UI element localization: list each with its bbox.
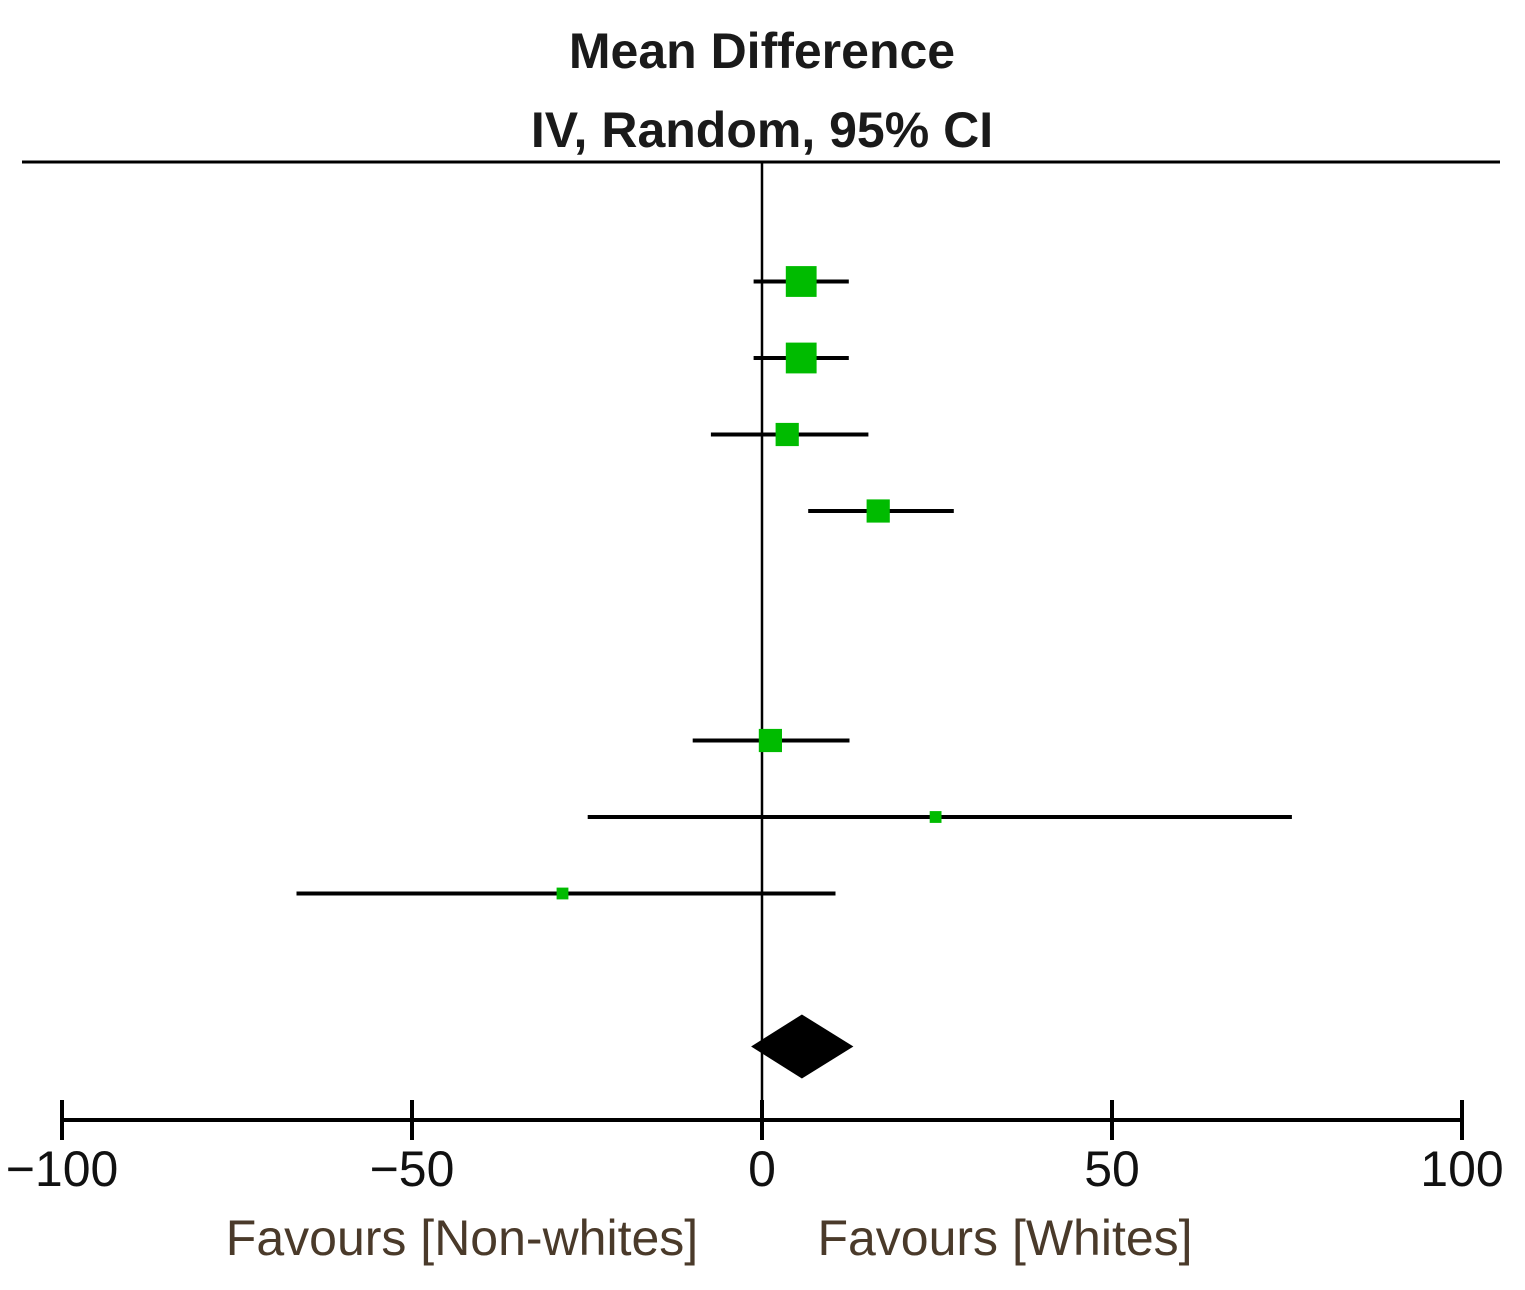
- study-4-marker: [866, 499, 890, 523]
- study-1-marker: [785, 266, 817, 297]
- favours-left-label: Favours [Non-whites]: [226, 1210, 698, 1266]
- x-tick-label-4: 100: [1420, 1141, 1503, 1197]
- pooled-estimate-diamond: [751, 1014, 854, 1079]
- study-6-marker: [929, 811, 942, 823]
- study-5-marker: [758, 728, 782, 753]
- chart-title: Mean Difference: [569, 23, 955, 79]
- x-tick-label-1: −50: [370, 1141, 455, 1197]
- study-7-marker: [556, 887, 569, 900]
- x-tick-label-0: −100: [6, 1141, 119, 1197]
- x-tick-label-3: 50: [1084, 1141, 1140, 1197]
- x-tick-label-2: 0: [748, 1141, 776, 1197]
- favours-right-label: Favours [Whites]: [817, 1210, 1192, 1266]
- study-3-marker: [775, 422, 799, 447]
- chart-subtitle: IV, Random, 95% CI: [531, 102, 993, 158]
- study-2-marker: [785, 342, 817, 374]
